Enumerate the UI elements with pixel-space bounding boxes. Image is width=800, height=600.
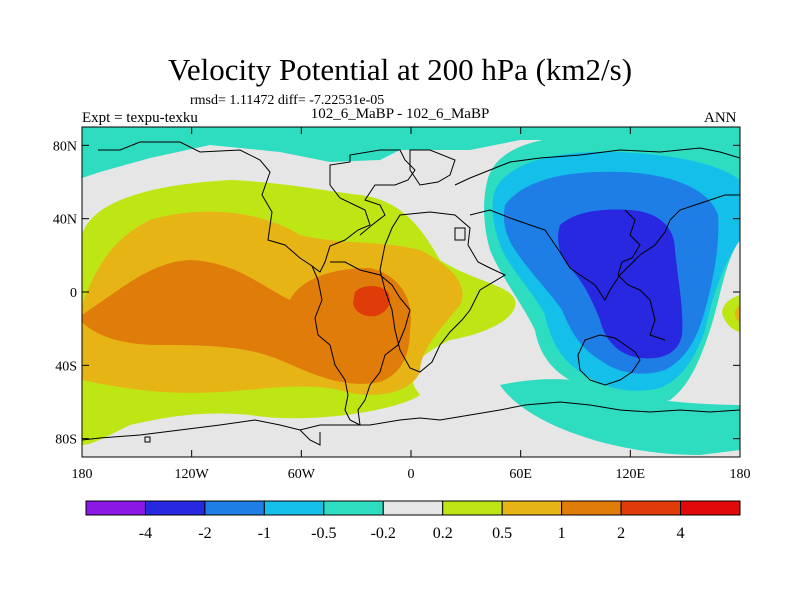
colorbar-label: -1 — [258, 525, 271, 542]
colorbar-swatch — [620, 500, 682, 516]
cases-label: 102_6_MaBP - 102_6_MaBP — [310, 106, 490, 122]
coast-islands-pacific — [144, 227, 466, 443]
colorbar-swatch — [323, 500, 384, 516]
colorbar-swatch — [442, 500, 503, 516]
contour-positive-orange-east — [734, 305, 740, 322]
colorbar-swatch — [144, 500, 206, 516]
contour-fill-group — [82, 127, 740, 457]
contour-negative-blue — [558, 209, 683, 359]
x-tick-label: 60E — [509, 467, 532, 482]
x-tick-label: 120E — [616, 467, 646, 482]
chart-subtitle: rmsd= 1.11472 diff= -7.22531e-05 — [190, 93, 385, 108]
coast-south-america — [311, 261, 411, 426]
colorbar-label: 0.5 — [492, 525, 512, 542]
y-tick-label: 40N — [53, 213, 77, 228]
colorbar-swatch — [85, 500, 146, 516]
coast-africa — [379, 211, 507, 373]
axis-ticks: 180 120W 60W 0 60E 120E 180 80N 40N 0 40S 80S — [53, 127, 751, 482]
contour-positive-red — [353, 286, 390, 317]
colorbar-swatch — [501, 500, 563, 516]
colorbar-label: 0.2 — [433, 525, 453, 542]
season-label: ANN — [704, 110, 737, 126]
coast-greenland — [409, 149, 456, 186]
x-tick-label: 60W — [288, 467, 316, 482]
colorbar-label: -0.2 — [371, 525, 396, 542]
coastlines — [82, 141, 740, 446]
experiment-label: Expt = texpu-texku — [82, 110, 198, 126]
chart-title: Velocity Potential at 200 hPa (km2/s) — [167, 52, 633, 87]
coast-north-america — [98, 141, 416, 273]
colorbar-label: -2 — [198, 525, 211, 542]
colorbar-swatch — [561, 500, 622, 516]
coast-asia-inner — [617, 209, 666, 341]
colorbar-label: -4 — [139, 525, 152, 542]
colorbar-label: -0.5 — [311, 525, 336, 542]
x-tick-label: 180 — [730, 467, 751, 482]
colorbar: -4 -2 -1 -0.5 -0.2 0.2 0.5 1 2 4 — [85, 500, 741, 542]
x-tick-label: 120W — [175, 467, 210, 482]
coast-antarctic-peninsula — [299, 429, 321, 446]
y-tick-label: 80S — [55, 433, 77, 448]
colorbar-label: 4 — [677, 525, 685, 542]
x-tick-label: 180 — [72, 467, 93, 482]
y-tick-label: 0 — [70, 286, 77, 301]
coast-antarctica — [82, 401, 740, 441]
coast-eurasia — [454, 147, 740, 301]
colorbar-swatch — [382, 500, 444, 516]
coast-australia — [577, 334, 641, 386]
y-tick-label: 40S — [55, 359, 77, 374]
x-tick-label: 0 — [408, 467, 415, 482]
colorbar-swatch — [680, 500, 741, 516]
y-tick-label: 80N — [53, 139, 77, 154]
contour-south-cyan — [500, 379, 740, 455]
colorbar-swatch — [263, 500, 325, 516]
colorbar-label: 2 — [617, 525, 625, 542]
contour-positive-lime-east — [722, 295, 740, 332]
colorbar-swatch — [204, 500, 265, 516]
contour-positive-orange — [82, 260, 411, 384]
colorbar-label: 1 — [558, 525, 566, 542]
